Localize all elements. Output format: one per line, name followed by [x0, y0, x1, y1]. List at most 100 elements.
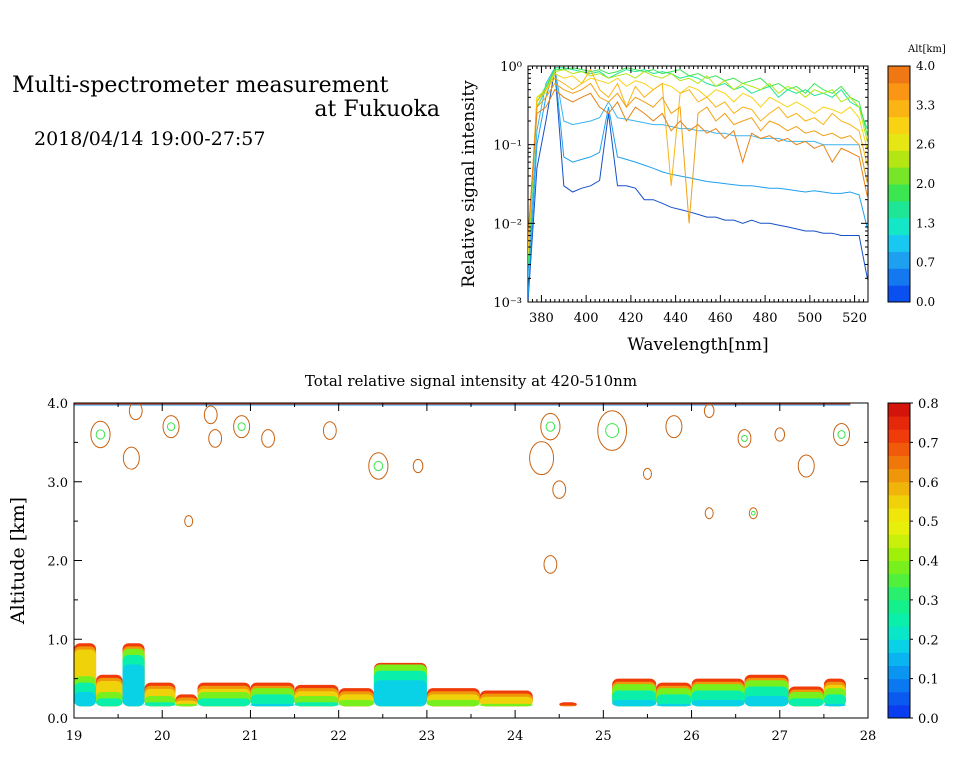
intensity-colorbar-swatch: [888, 455, 910, 470]
intensity-colorbar-swatch: [888, 534, 910, 548]
heatmap-field: [74, 403, 851, 707]
intensity-colorbar-tick-label: 0.7: [918, 436, 939, 451]
spectrum-series-line: [528, 66, 868, 279]
altitude-colorbar-tick-label: 3.3: [916, 98, 935, 112]
cloud-contour: [233, 415, 251, 439]
spectrum-y-tick-label: 10⁰: [500, 60, 522, 75]
intensity-colorbar-swatch: [888, 573, 910, 588]
boundary-layer-band: [373, 680, 427, 707]
spectrum-x-tick-label: 500: [797, 311, 822, 326]
altitude-colorbar-swatch: [888, 116, 910, 134]
altitude-colorbar-swatch: [888, 251, 910, 269]
boundary-layer-band: [175, 703, 198, 707]
heatmap-y-tick-label: 3.0: [47, 476, 68, 491]
spectrum-y-tick-label: 10⁻¹: [493, 139, 522, 154]
intensity-colorbar-swatch: [888, 613, 910, 627]
intensity-colorbar-swatch: [888, 639, 910, 653]
spectrum-x-tick-label: 380: [529, 311, 554, 326]
altitude-colorbar-swatch: [888, 184, 910, 202]
spectrum-series-line: [528, 69, 868, 302]
altitude-colorbar-swatch: [888, 167, 910, 185]
boundary-layer-band: [559, 702, 577, 707]
boundary-layer-band: [744, 695, 789, 707]
intensity-colorbar-tick-label: 0.8: [918, 397, 939, 412]
boundary-layer-band: [823, 703, 846, 707]
heatmap-y-tick-label: 1.0: [47, 633, 68, 648]
intensity-colorbar-swatch: [888, 560, 910, 575]
boundary-layer-band: [656, 703, 692, 707]
cloud-contour: [703, 403, 715, 418]
altitude-colorbar-swatch: [888, 200, 910, 219]
cloud-contour: [543, 555, 558, 574]
spectrum-series-line: [528, 82, 868, 241]
cloud-contour: [751, 510, 756, 516]
cloud-contour: [748, 507, 758, 520]
cloud-contour: [412, 458, 424, 474]
intensity-colorbar-swatch: [888, 442, 910, 456]
boundary-layer-band: [823, 694, 846, 707]
cloud-contour: [665, 415, 683, 439]
spectrum-plot: 380 400 420 440 460 480 500 520 Wavelength[nm] 10…: [459, 44, 946, 355]
spectrum-x-tick-label: 440: [663, 311, 688, 326]
intensity-colorbar-tick-label: 0.6: [918, 476, 939, 491]
boundary-layer-band: [426, 699, 480, 707]
boundary-layer-band: [479, 703, 533, 707]
altitude-colorbar-swatch: [888, 133, 910, 151]
altitude-colorbar-swatch: [888, 234, 910, 252]
cloud-contour: [704, 507, 714, 520]
spectrum-x-tick-label: 400: [574, 311, 599, 326]
boundary-layer-band: [96, 698, 123, 707]
intensity-colorbar-tick-label: 0.2: [918, 633, 939, 648]
boundary-layer-band: [691, 699, 745, 707]
altitude-colorbar-title: Alt[km]: [907, 44, 946, 55]
intensity-colorbar-swatch: [888, 481, 910, 496]
cloud-contour: [184, 515, 194, 528]
cloud-contour: [529, 441, 555, 476]
intensity-colorbar-tick-label: 0.0: [918, 712, 939, 727]
altitude-colorbar-swatch: [888, 268, 910, 286]
cloud-contour: [128, 403, 143, 421]
intensity-colorbar-swatch: [888, 586, 910, 601]
intensity-colorbar-swatch: [888, 547, 910, 561]
cloud-contour: [90, 420, 111, 449]
cloud-contour: [774, 427, 786, 442]
spectrum-x-tick-label: 460: [708, 311, 733, 326]
spectrum-series-line: [528, 72, 868, 255]
heatmap-title: Total relative signal intensity at 420-5…: [305, 372, 637, 390]
heatmap-x-tick-label: 28: [860, 729, 877, 744]
cloud-contour: [540, 412, 561, 441]
figure-datetime: 2018/04/14 19:00-27:57: [34, 128, 266, 150]
cloud-contour: [208, 429, 223, 448]
altitude-colorbar-swatch: [888, 82, 910, 101]
intensity-colorbar-swatch: [888, 416, 910, 430]
intensity-colorbar-swatch: [888, 403, 910, 417]
intensity-colorbar-swatch: [888, 599, 910, 614]
spectrum-series-line: [528, 68, 868, 248]
altitude-colorbar-tick-label: 4.0: [916, 59, 935, 73]
intensity-colorbar-tick-label: 0.4: [918, 555, 939, 570]
heatmap-y-axis-label: Altitude [km]: [7, 497, 29, 625]
cloud-contour: [552, 480, 567, 499]
cloud-contour: [642, 467, 652, 480]
altitude-colorbar-frame: [887, 65, 911, 303]
heatmap-x-tick-label: 26: [683, 729, 700, 744]
intensity-colorbar-tick-label: 0.1: [918, 673, 939, 688]
altitude-colorbar-swatch: [888, 217, 910, 236]
spectrum-x-axis-label: Wavelength[nm]: [627, 335, 768, 355]
cloud-contour: [737, 429, 752, 448]
boundary-layer-band: [656, 694, 692, 707]
spectrum-series-line: [528, 88, 868, 236]
heatmap-frame: [73, 402, 869, 719]
altitude-time-heatmap: Total relative signal intensity at 420-5…: [7, 372, 939, 744]
cloud-contour: [741, 434, 748, 443]
heatmap-x-tick-label: 25: [595, 729, 612, 744]
cloud-contour: [322, 421, 337, 440]
cloud-contour: [368, 452, 389, 480]
intensity-colorbar-swatch: [888, 678, 910, 693]
heatmap-x-tick-label: 22: [330, 729, 347, 744]
intensity-colorbar-swatch: [888, 652, 910, 666]
cloud-contour: [797, 454, 815, 478]
intensity-colorbar-tick-label: 0.3: [918, 594, 939, 609]
cloud-contour: [261, 429, 275, 448]
intensity-colorbar-swatch: [888, 508, 910, 522]
